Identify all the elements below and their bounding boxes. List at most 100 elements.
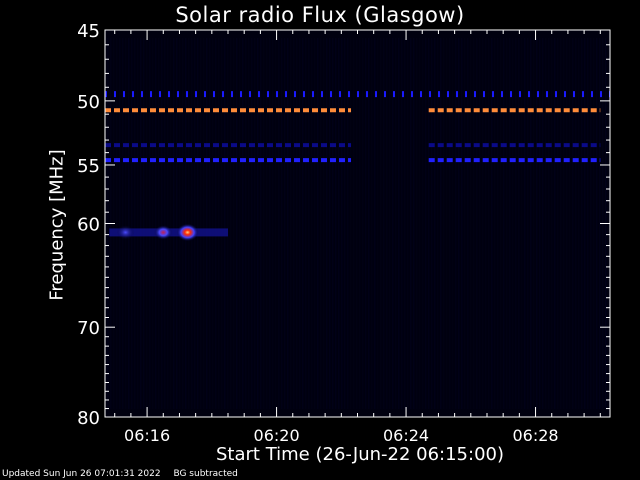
noise-stripe xyxy=(476,38,478,409)
background-noise xyxy=(107,38,607,409)
noise-stripe xyxy=(566,38,568,409)
noise-stripe xyxy=(518,38,520,409)
noise-stripe xyxy=(578,38,580,409)
noise-stripe xyxy=(560,38,562,409)
noise-stripe xyxy=(251,38,253,409)
noise-stripe xyxy=(380,38,382,409)
noise-stripe xyxy=(137,38,139,409)
noise-stripe xyxy=(191,38,193,409)
noise-stripe xyxy=(125,38,127,409)
noise-stripe xyxy=(344,38,346,409)
noise-stripe xyxy=(224,38,226,409)
y-axis-label: Frequency [MHz] xyxy=(46,149,68,301)
noise-stripe xyxy=(437,38,439,409)
noise-stripe xyxy=(248,38,250,409)
noise-stripe xyxy=(338,38,340,409)
noise-stripe xyxy=(242,38,244,409)
noise-stripe xyxy=(398,38,400,409)
noise-stripe xyxy=(527,38,529,409)
noise-stripe xyxy=(377,38,379,409)
noise-stripe xyxy=(299,38,301,409)
noise-stripe xyxy=(209,38,211,409)
noise-stripe xyxy=(464,38,466,409)
noise-stripe xyxy=(503,38,505,409)
noise-stripe xyxy=(425,38,427,409)
noise-stripe xyxy=(212,38,214,409)
noise-stripe xyxy=(302,38,304,409)
noise-stripe xyxy=(290,38,292,409)
noise-stripe xyxy=(311,38,313,409)
noise-stripe xyxy=(131,38,133,409)
y-tick-label: 50 xyxy=(77,92,100,113)
noise-stripe xyxy=(542,38,544,409)
noise-stripe xyxy=(308,38,310,409)
noise-stripe xyxy=(491,38,493,409)
burst-06:17:15 xyxy=(176,223,199,242)
y-tick-label: 55 xyxy=(77,156,100,177)
noise-stripe xyxy=(419,38,421,409)
noise-stripe xyxy=(500,38,502,409)
noise-stripe xyxy=(470,38,472,409)
noise-stripe xyxy=(152,38,154,409)
noise-stripe xyxy=(416,38,418,409)
processing-note: BG subtracted xyxy=(173,469,238,479)
noise-stripe xyxy=(521,38,523,409)
noise-stripe xyxy=(122,38,124,409)
noise-stripe xyxy=(509,38,511,409)
noise-stripe xyxy=(365,38,367,409)
noise-stripe xyxy=(185,38,187,409)
tick-layer: 45 50 55 60 70 80 06:16 06:20 06:24 06:28 xyxy=(77,21,610,445)
noise-stripe xyxy=(200,38,202,409)
y-tick-label: 70 xyxy=(77,318,100,339)
band-layer xyxy=(105,91,610,163)
noise-stripe xyxy=(545,38,547,409)
noise-stripe xyxy=(587,38,589,409)
noise-stripe xyxy=(143,38,145,409)
noise-stripe xyxy=(158,38,160,409)
noise-stripe xyxy=(443,38,445,409)
burst-06:15:20 xyxy=(116,225,135,240)
noise-stripe xyxy=(404,38,406,409)
noise-stripe xyxy=(269,38,271,409)
noise-stripe xyxy=(359,38,361,409)
noise-stripe xyxy=(236,38,238,409)
noise-stripe xyxy=(449,38,451,409)
noise-stripe xyxy=(134,38,136,409)
y-tick-label: 80 xyxy=(77,408,100,429)
noise-stripe xyxy=(257,38,259,409)
noise-stripe xyxy=(410,38,412,409)
noise-stripe xyxy=(287,38,289,409)
noise-stripe xyxy=(473,38,475,409)
burst-06:16:30 xyxy=(154,225,173,240)
noise-stripe xyxy=(389,38,391,409)
noise-stripe xyxy=(368,38,370,409)
noise-stripe xyxy=(407,38,409,409)
noise-stripe xyxy=(440,38,442,409)
noise-stripe xyxy=(497,38,499,409)
noise-stripe xyxy=(266,38,268,409)
noise-stripe xyxy=(374,38,376,409)
y-tick-label: 60 xyxy=(77,215,100,236)
noise-stripe xyxy=(485,38,487,409)
noise-stripe xyxy=(149,38,151,409)
noise-stripe xyxy=(179,38,181,409)
noise-stripe xyxy=(584,38,586,409)
x-tick-label: 06:24 xyxy=(383,426,429,445)
noise-stripe xyxy=(551,38,553,409)
noise-stripe xyxy=(428,38,430,409)
noise-stripe xyxy=(539,38,541,409)
noise-stripe xyxy=(431,38,433,409)
noise-stripe xyxy=(233,38,235,409)
noise-stripe xyxy=(215,38,217,409)
noise-stripe xyxy=(167,38,169,409)
noise-stripe xyxy=(413,38,415,409)
noise-stripe xyxy=(323,38,325,409)
noise-stripe xyxy=(221,38,223,409)
noise-stripe xyxy=(350,38,352,409)
chart-title: Solar radio Flux (Glasgow) xyxy=(175,3,465,27)
noise-stripe xyxy=(371,38,373,409)
noise-stripe xyxy=(554,38,556,409)
noise-stripe xyxy=(146,38,148,409)
noise-stripe xyxy=(581,38,583,409)
